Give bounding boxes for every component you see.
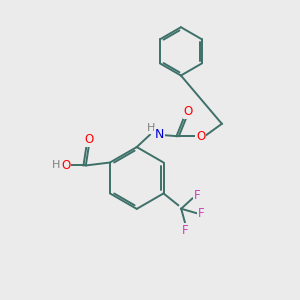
Text: H: H	[52, 160, 61, 170]
Text: F: F	[198, 207, 205, 220]
Text: O: O	[196, 130, 205, 143]
Text: O: O	[184, 105, 193, 118]
Text: N: N	[155, 128, 164, 141]
Text: O: O	[61, 159, 70, 172]
Text: F: F	[194, 189, 200, 202]
Text: O: O	[84, 133, 93, 146]
Text: H: H	[147, 123, 155, 133]
Text: F: F	[182, 224, 189, 237]
